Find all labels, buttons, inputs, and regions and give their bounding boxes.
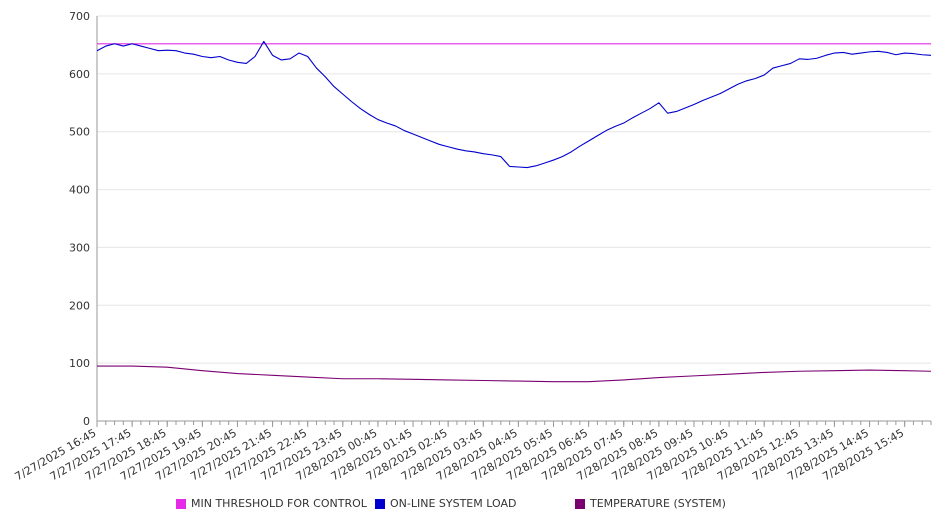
series-temperature-line xyxy=(97,365,932,383)
y-tick-label: 300 xyxy=(69,241,90,254)
y-tick-label: 0 xyxy=(83,415,90,428)
legend-label-temperature: TEMPERATURE (SYSTEM) xyxy=(590,497,726,510)
legend-label-load: ON-LINE SYSTEM LOAD xyxy=(390,497,517,510)
legend-label-threshold: MIN THRESHOLD FOR CONTROL xyxy=(191,497,367,510)
y-tick-label: 500 xyxy=(69,126,90,139)
legend: MIN THRESHOLD FOR CONTROL ON-LINE SYSTEM… xyxy=(0,497,946,515)
y-tick-label: 200 xyxy=(69,299,90,312)
grid-lines xyxy=(97,15,931,422)
y-tick-label: 400 xyxy=(69,184,90,197)
y-axis: 0 100 200 300 400 500 600 700 xyxy=(69,10,98,428)
legend-swatch-temperature xyxy=(575,498,585,509)
legend-swatch-load xyxy=(375,498,385,509)
x-axis: 7/27/2025 16:457/27/2025 17:457/27/2025 … xyxy=(13,420,932,483)
y-tick-label: 700 xyxy=(69,10,90,23)
series-lines xyxy=(96,40,932,383)
legend-item-temperature[interactable]: TEMPERATURE (SYSTEM) xyxy=(575,497,726,510)
legend-item-load[interactable]: ON-LINE SYSTEM LOAD xyxy=(375,497,516,510)
legend-item-threshold[interactable]: MIN THRESHOLD FOR CONTROL xyxy=(176,497,367,510)
y-tick-label: 600 xyxy=(69,68,90,81)
legend-swatch-threshold xyxy=(176,498,186,509)
y-tick-label: 100 xyxy=(69,357,90,370)
series-load-line xyxy=(96,40,932,169)
